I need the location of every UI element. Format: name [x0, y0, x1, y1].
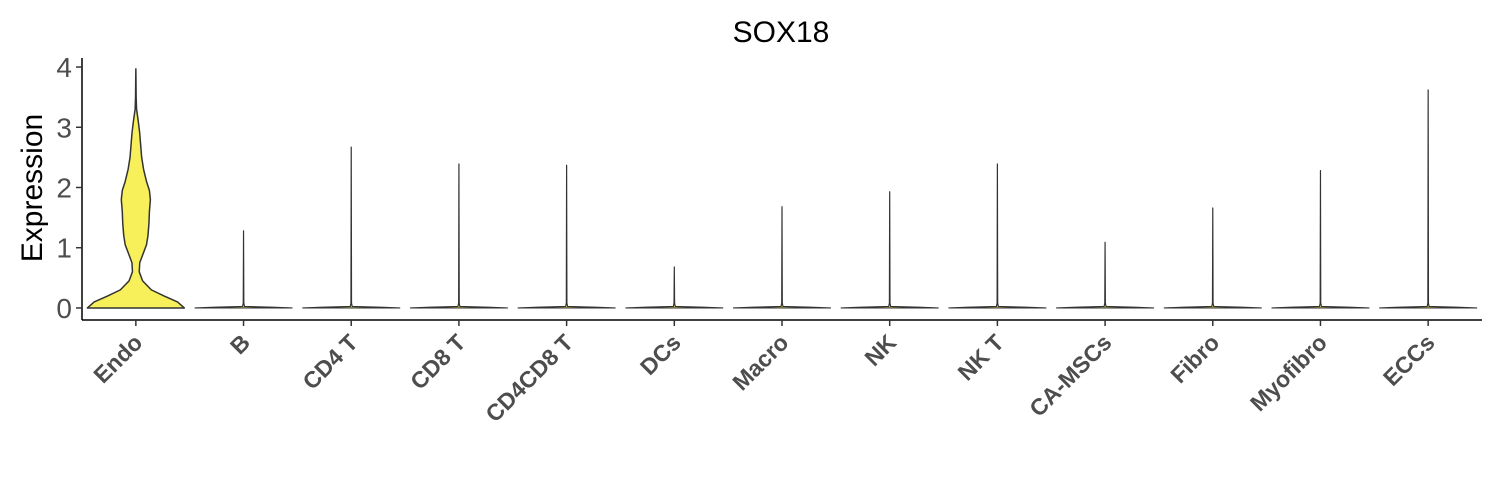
chart-title: SOX18 [733, 16, 830, 49]
violin-macro [732, 206, 832, 309]
violin-dcs [625, 266, 724, 309]
y-tick-label: 1 [56, 233, 72, 264]
x-tick-label: CD8 T [405, 329, 470, 394]
violin-ca-mscs [1056, 241, 1155, 309]
y-tick-label: 3 [56, 112, 72, 143]
violin-fibro [1163, 207, 1262, 309]
violin-cd8-t [409, 163, 508, 309]
y-tick-label: 2 [56, 172, 72, 203]
violin-nk [840, 191, 939, 309]
violin-nk-t [948, 163, 1047, 309]
x-tick-label: Fibro [1165, 329, 1224, 388]
x-tick-label: Macro [727, 329, 793, 395]
violin-myofibro [1271, 170, 1370, 309]
x-tick-label: B [225, 329, 255, 359]
y-tick-label: 4 [56, 52, 72, 83]
plot-area: 0 1 2 3 4 Endo B CD4 T CD8 T CD4CD8 T DCs Macro NK NK… [56, 52, 1482, 427]
violin-eccs [1379, 89, 1478, 309]
y-tick-label: 0 [56, 293, 72, 324]
x-tick-label: NK [859, 329, 901, 371]
violin-cd4-t [302, 146, 401, 309]
y-axis-label: Expression [16, 114, 49, 262]
violin-cd4cd8-t [517, 164, 616, 309]
x-tick-label: ECCs [1378, 329, 1440, 391]
x-tick-label: Endo [88, 329, 147, 388]
x-tick-label: CD4CD8 T [480, 329, 578, 427]
violin-endo [86, 68, 186, 309]
violin-b [194, 230, 293, 309]
x-tick-label: Myofibro [1245, 329, 1332, 416]
x-tick-label: NK T [953, 329, 1009, 385]
x-tick-label: CD4 T [297, 329, 362, 394]
x-tick-label: DCs [635, 329, 686, 380]
x-tick-label: CA-MSCs [1024, 329, 1116, 421]
